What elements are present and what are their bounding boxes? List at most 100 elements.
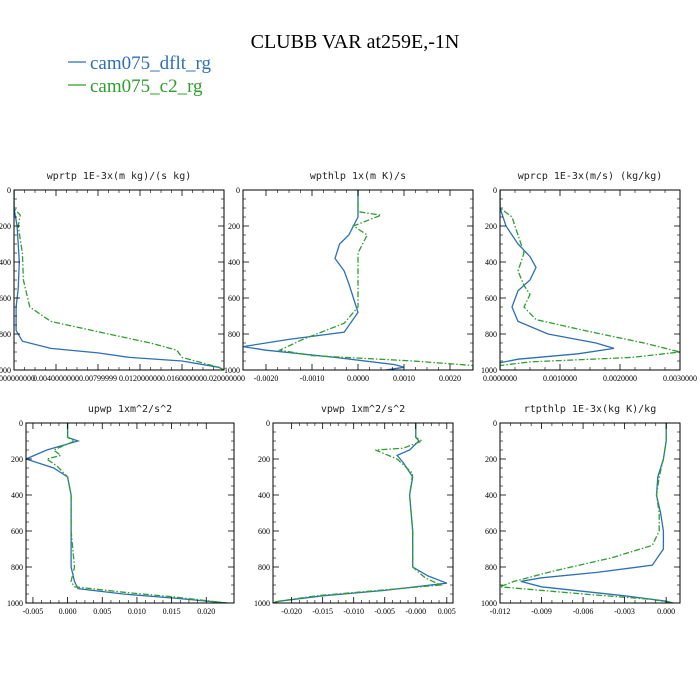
series-line-vpwp-dflt	[273, 423, 448, 603]
panel-title-rtpthlp: rtpthlp 1E-3x(kg K)/kg	[524, 404, 656, 415]
y-tick-label-vpwp-1: 200	[258, 455, 270, 464]
y-tick-label-rtpthlp-2: 400	[485, 491, 497, 500]
x-tick-label-upwp-0: -0.005	[23, 607, 44, 616]
y-tick-label-upwp-4: 800	[11, 563, 23, 572]
x-tick-label-wprtp-1: 0.0040000000	[33, 374, 79, 383]
y-tick-label-wprcp-1: 200	[485, 222, 497, 231]
y-tick-label-upwp-0: 0	[19, 419, 23, 428]
panel-wprcp: wprcp 1E-3x(m/s) (kg/kg) 0 200 400 600 800 100…	[481, 171, 697, 383]
panel-frame-wprcp	[499, 189, 681, 371]
y-tick-label-wpthlp-1: 200	[228, 222, 240, 231]
x-tick-label-upwp-4: 0.015	[163, 607, 181, 616]
series-line-rtpthlp-c2	[500, 423, 674, 603]
y-tick-label-wprcp-3: 600	[485, 294, 497, 303]
y-tick-label-rtpthlp-4: 800	[485, 563, 497, 572]
x-tick-label-wpthlp-2: 0.0000	[347, 374, 369, 383]
x-tick-label-vpwp-4: -0.000	[405, 607, 426, 616]
panel-frame-vpwp	[272, 422, 454, 604]
x-tick-label-upwp-3: 0.010	[128, 607, 146, 616]
y-tick-label-wprcp-4: 800	[485, 330, 497, 339]
x-tick-label-upwp-1: 0.000	[59, 607, 77, 616]
y-tick-label-wprcp-5: 1000	[481, 366, 497, 375]
x-tick-label-wprcp-2: 0.0020000	[603, 374, 637, 383]
x-tick-label-rtpthlp-1: -0.009	[531, 607, 552, 616]
panel-title-wprtp: wprtp 1E-3x(m kg)/(s kg)	[47, 171, 192, 182]
y-tick-label-upwp-2: 400	[11, 491, 23, 500]
panel-title-upwp: upwp 1xm^2/s^2	[88, 404, 172, 415]
x-tick-label-wprtp-3: 0.012000000	[119, 374, 161, 383]
series-line-wprcp-dflt	[500, 190, 615, 370]
x-tick-label-vpwp-1: -0.015	[312, 607, 333, 616]
panel-upwp: upwp 1xm^2/s^2 0 200 400 600 800 1000-0.005 0.0…	[7, 404, 235, 616]
series-line-wprtp-c2	[14, 190, 224, 370]
x-tick-label-vpwp-0: -0.020	[281, 607, 302, 616]
y-tick-label-vpwp-0: 0	[266, 419, 270, 428]
y-tick-label-rtpthlp-0: 0	[493, 419, 497, 428]
y-tick-label-rtpthlp-3: 600	[485, 527, 497, 536]
y-tick-label-wprtp-3: 600	[0, 294, 11, 303]
panel-title-vpwp: vpwp 1xm^2/s^2	[321, 404, 405, 415]
y-tick-label-wprtp-5: 1000	[0, 366, 11, 375]
x-tick-label-wpthlp-0: -0.0020	[254, 374, 279, 383]
x-tick-label-rtpthlp-4: 0.000	[657, 607, 675, 616]
chart-title: CLUBB VAR at259E,-1N	[251, 31, 460, 53]
panel-rtpthlp: rtpthlp 1E-3x(kg K)/kg02004006008001000-…	[481, 404, 681, 616]
y-tick-label-upwp-5: 1000	[7, 599, 23, 608]
panel-title-wpthlp: wpthlp 1x(m K)/s	[310, 171, 406, 182]
series-line-upwp-dflt	[26, 423, 228, 603]
series-line-wprcp-c2	[500, 190, 680, 370]
x-tick-label-rtpthlp-3: -0.003	[614, 607, 635, 616]
x-tick-label-vpwp-5: 0.005	[438, 607, 456, 616]
legend-label-c2: cam075_c2_rg	[90, 76, 203, 97]
y-tick-label-wprtp-2: 400	[0, 258, 11, 267]
x-tick-label-upwp-5: 0.020	[197, 607, 215, 616]
legend-label-dflt: cam075_dflt_rg	[90, 53, 212, 74]
y-tick-label-rtpthlp-1: 200	[485, 455, 497, 464]
y-tick-label-wprtp-0: 0	[7, 186, 11, 195]
panel-frame-wprtp	[13, 189, 225, 371]
x-tick-label-wpthlp-3: 0.0010	[393, 374, 415, 383]
y-tick-label-wpthlp-4: 800	[228, 330, 240, 339]
x-tick-label-wprtp-5: 0.020000000	[203, 374, 245, 383]
series-line-wpthlp-dflt	[243, 190, 405, 370]
y-tick-label-wpthlp-5: 1000	[224, 366, 240, 375]
x-tick-label-vpwp-2: -0.010	[343, 607, 364, 616]
series-line-upwp-c2	[45, 423, 228, 603]
panels-group: wprtp 1E-3x(m kg)/(s kg) 0 200 400 600 800 100…	[0, 171, 697, 616]
y-tick-label-wprcp-2: 400	[485, 258, 497, 267]
panel-frame-upwp	[25, 422, 235, 604]
x-tick-label-wpthlp-4: 0.0020	[439, 374, 461, 383]
panel-vpwp: vpwp 1xm^2/s^2 0 200 400 600 800 1000 -0.020 -0.…	[254, 404, 456, 616]
x-tick-label-wprcp-3: 0.0030000	[663, 374, 697, 383]
x-tick-label-wprcp-1: 0.0010000	[543, 374, 577, 383]
panel-wprtp: wprtp 1E-3x(m kg)/(s kg) 0 200 400 600 800 100…	[0, 171, 245, 383]
y-tick-label-upwp-3: 600	[11, 527, 23, 536]
series-line-wprtp-dflt	[14, 190, 224, 370]
y-tick-label-vpwp-2: 400	[258, 491, 270, 500]
y-tick-label-vpwp-4: 800	[258, 563, 270, 572]
series-line-rtpthlp-dflt	[520, 423, 674, 603]
x-tick-label-upwp-2: 0.005	[93, 607, 111, 616]
x-tick-label-vpwp-3: -0.005	[374, 607, 395, 616]
x-tick-label-wprtp-2: 0.00799999	[79, 374, 117, 383]
y-tick-label-wprcp-0: 0	[493, 186, 497, 195]
y-tick-label-wpthlp-3: 600	[228, 294, 240, 303]
y-tick-label-rtpthlp-5: 1000	[481, 599, 497, 608]
legend: cam075_dflt_rg cam075_c2_rg	[68, 53, 212, 97]
panel-wpthlp: wpthlp 1x(m K)/s 0 200 400 600 800 1000 -0.0020…	[224, 171, 474, 383]
x-tick-label-wprcp-0: 0.0000000	[483, 374, 517, 383]
y-tick-label-wpthlp-0: 0	[236, 186, 240, 195]
x-tick-label-wprtp-4: 0.016000000	[161, 374, 203, 383]
x-tick-label-wpthlp-1: -0.0010	[300, 374, 325, 383]
x-tick-label-wprtp-0: 0.000000000	[0, 374, 35, 383]
y-tick-label-wprtp-4: 800	[0, 330, 11, 339]
y-tick-label-vpwp-3: 600	[258, 527, 270, 536]
panel-frame-rtpthlp	[499, 422, 681, 604]
y-tick-label-wprtp-1: 200	[0, 222, 11, 231]
y-tick-label-upwp-1: 200	[11, 455, 23, 464]
y-tick-label-vpwp-5: 1000	[254, 599, 270, 608]
x-tick-label-rtpthlp-2: -0.006	[573, 607, 594, 616]
x-tick-label-rtpthlp-0: -0.012	[490, 607, 511, 616]
series-line-wpthlp-c2	[277, 190, 473, 370]
